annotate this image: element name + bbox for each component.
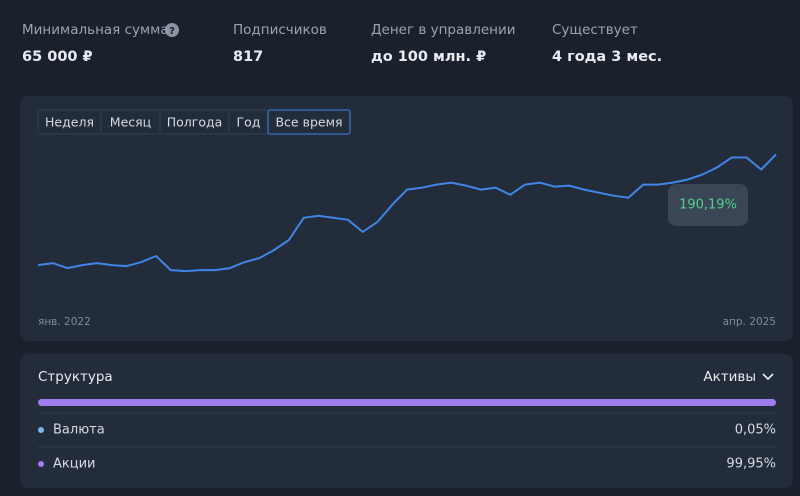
- tab-label: Неделя: [45, 115, 94, 130]
- row-dot: [38, 427, 44, 433]
- stat-value: 817: [233, 49, 263, 65]
- row-value: 0,05%: [735, 423, 776, 438]
- tab[interactable]: [267, 109, 351, 135]
- x-axis-label: апр. 2025: [723, 316, 776, 328]
- tab-label: Полгода: [167, 115, 223, 130]
- row-label: Акции: [53, 457, 96, 472]
- row-dot: [38, 461, 44, 467]
- return-line: [37, 153, 777, 273]
- structure-card: [20, 354, 793, 488]
- stat-label: Минимальная сумма: [22, 22, 169, 38]
- x-axis-label: янв. 2022: [38, 316, 91, 328]
- stat-value: до 100 млн. ₽: [371, 49, 486, 65]
- structure-selector[interactable]: Активы: [703, 369, 756, 385]
- help-icon-glyph: ?: [169, 26, 175, 37]
- tooltip: [668, 184, 748, 226]
- tab-label: Месяц: [110, 115, 151, 130]
- chevron: [762, 373, 774, 381]
- stat-label: Подписчиков: [233, 22, 327, 38]
- stat-label: Денег в управлении: [371, 22, 516, 38]
- row-value: 99,95%: [726, 457, 776, 472]
- tab-label: Все время: [275, 115, 342, 130]
- tab-label: Год: [237, 115, 261, 130]
- stat-label: Существует: [552, 22, 638, 38]
- tooltip-value: 190,19%: [679, 198, 737, 213]
- row-label: Валюта: [53, 423, 105, 438]
- chart-card: [20, 96, 793, 341]
- help-icon[interactable]: [165, 23, 179, 37]
- stat-value: 4 года 3 мес.: [552, 49, 662, 65]
- structure-title: Структура: [38, 369, 113, 385]
- allocation-bar: [38, 399, 776, 406]
- stat-value: 65 000 ₽: [22, 49, 93, 65]
